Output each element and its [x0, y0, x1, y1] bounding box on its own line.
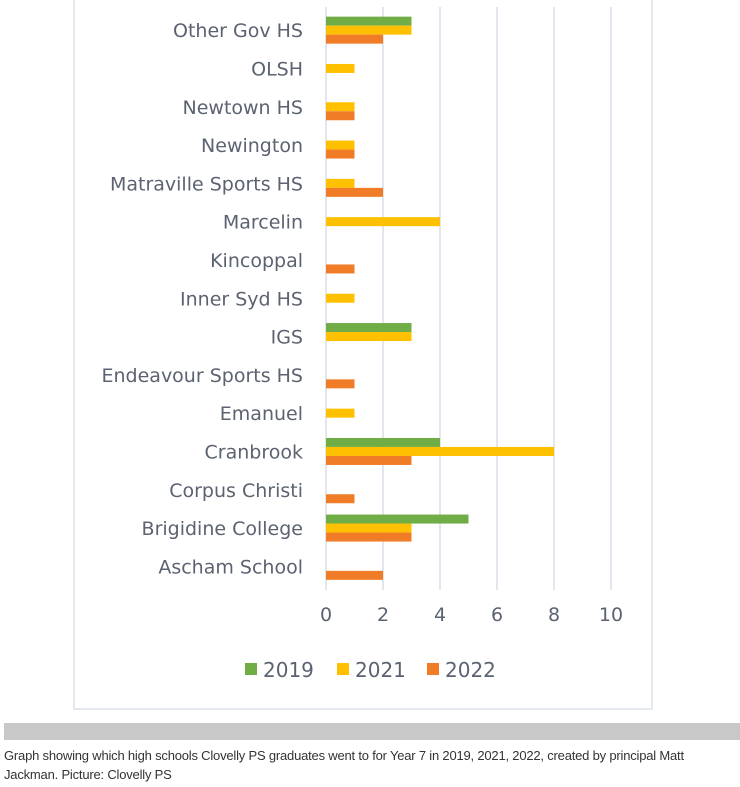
category-label: OLSH [251, 58, 303, 80]
legend-label-2019: 2019 [263, 658, 314, 682]
x-tick-label: 6 [491, 604, 503, 626]
category-label: Emanuel [220, 403, 303, 425]
bar-2022 [326, 264, 355, 274]
bar-2022 [326, 494, 355, 504]
bar-2022 [326, 111, 355, 121]
category-label: Kincoppal [210, 250, 303, 272]
legend-label-2022: 2022 [445, 658, 496, 682]
bar-2019 [326, 514, 469, 524]
bar-2021 [326, 63, 355, 73]
bar-2021 [326, 217, 440, 227]
category-label: Corpus Christi [169, 480, 303, 502]
category-label: Newtown HS [183, 97, 304, 119]
category-label: Cranbrook [205, 441, 303, 463]
bar-2022 [326, 570, 383, 580]
category-label: Marcelin [223, 212, 303, 234]
bar-2022 [326, 532, 412, 542]
category-label: Ascham School [158, 556, 303, 578]
x-tick-label: 2 [377, 604, 389, 626]
x-tick-label: 8 [548, 604, 560, 626]
image-caption: Graph showing which high schools Clovell… [4, 748, 684, 782]
category-label: IGS [271, 327, 303, 349]
bar-2021 [326, 25, 412, 35]
x-tick-label: 0 [320, 604, 332, 626]
bar-2021 [326, 408, 355, 418]
bar-2021 [326, 446, 554, 456]
x-tick-label: 4 [434, 604, 446, 626]
bar-2019 [326, 16, 412, 26]
category-label: Other Gov HS [173, 20, 303, 42]
chart-frame [73, 0, 653, 710]
legend-swatch-2022 [427, 663, 439, 675]
category-label: Inner Syd HS [180, 288, 303, 310]
category-label: Newington [201, 135, 303, 157]
legend-swatch-2021 [337, 663, 349, 675]
bar-2021 [326, 140, 355, 150]
bar-2021 [326, 293, 355, 303]
bar-2021 [326, 332, 412, 342]
category-label: Endeavour Sports HS [102, 365, 304, 387]
bar-2021 [326, 102, 355, 112]
bar-2021 [326, 178, 355, 188]
bar-2022 [326, 379, 355, 389]
bar-2022 [326, 34, 383, 44]
bar-2019 [326, 323, 412, 333]
bar-2022 [326, 455, 412, 465]
category-label: Matraville Sports HS [110, 173, 303, 195]
bar-2022 [326, 149, 355, 159]
category-label: Brigidine College [142, 518, 303, 540]
legend-swatch-2019 [245, 663, 257, 675]
bar-2019 [326, 437, 440, 447]
bar-chart: 0 2 4 6 8 10 Other Gov HS OLSH Newtown HS Newingt… [102, 7, 623, 682]
caption-divider [4, 723, 740, 740]
x-tick-label: 10 [599, 604, 623, 626]
legend-label-2021: 2021 [355, 658, 406, 682]
bar-2022 [326, 187, 383, 197]
bar-2021 [326, 523, 412, 533]
